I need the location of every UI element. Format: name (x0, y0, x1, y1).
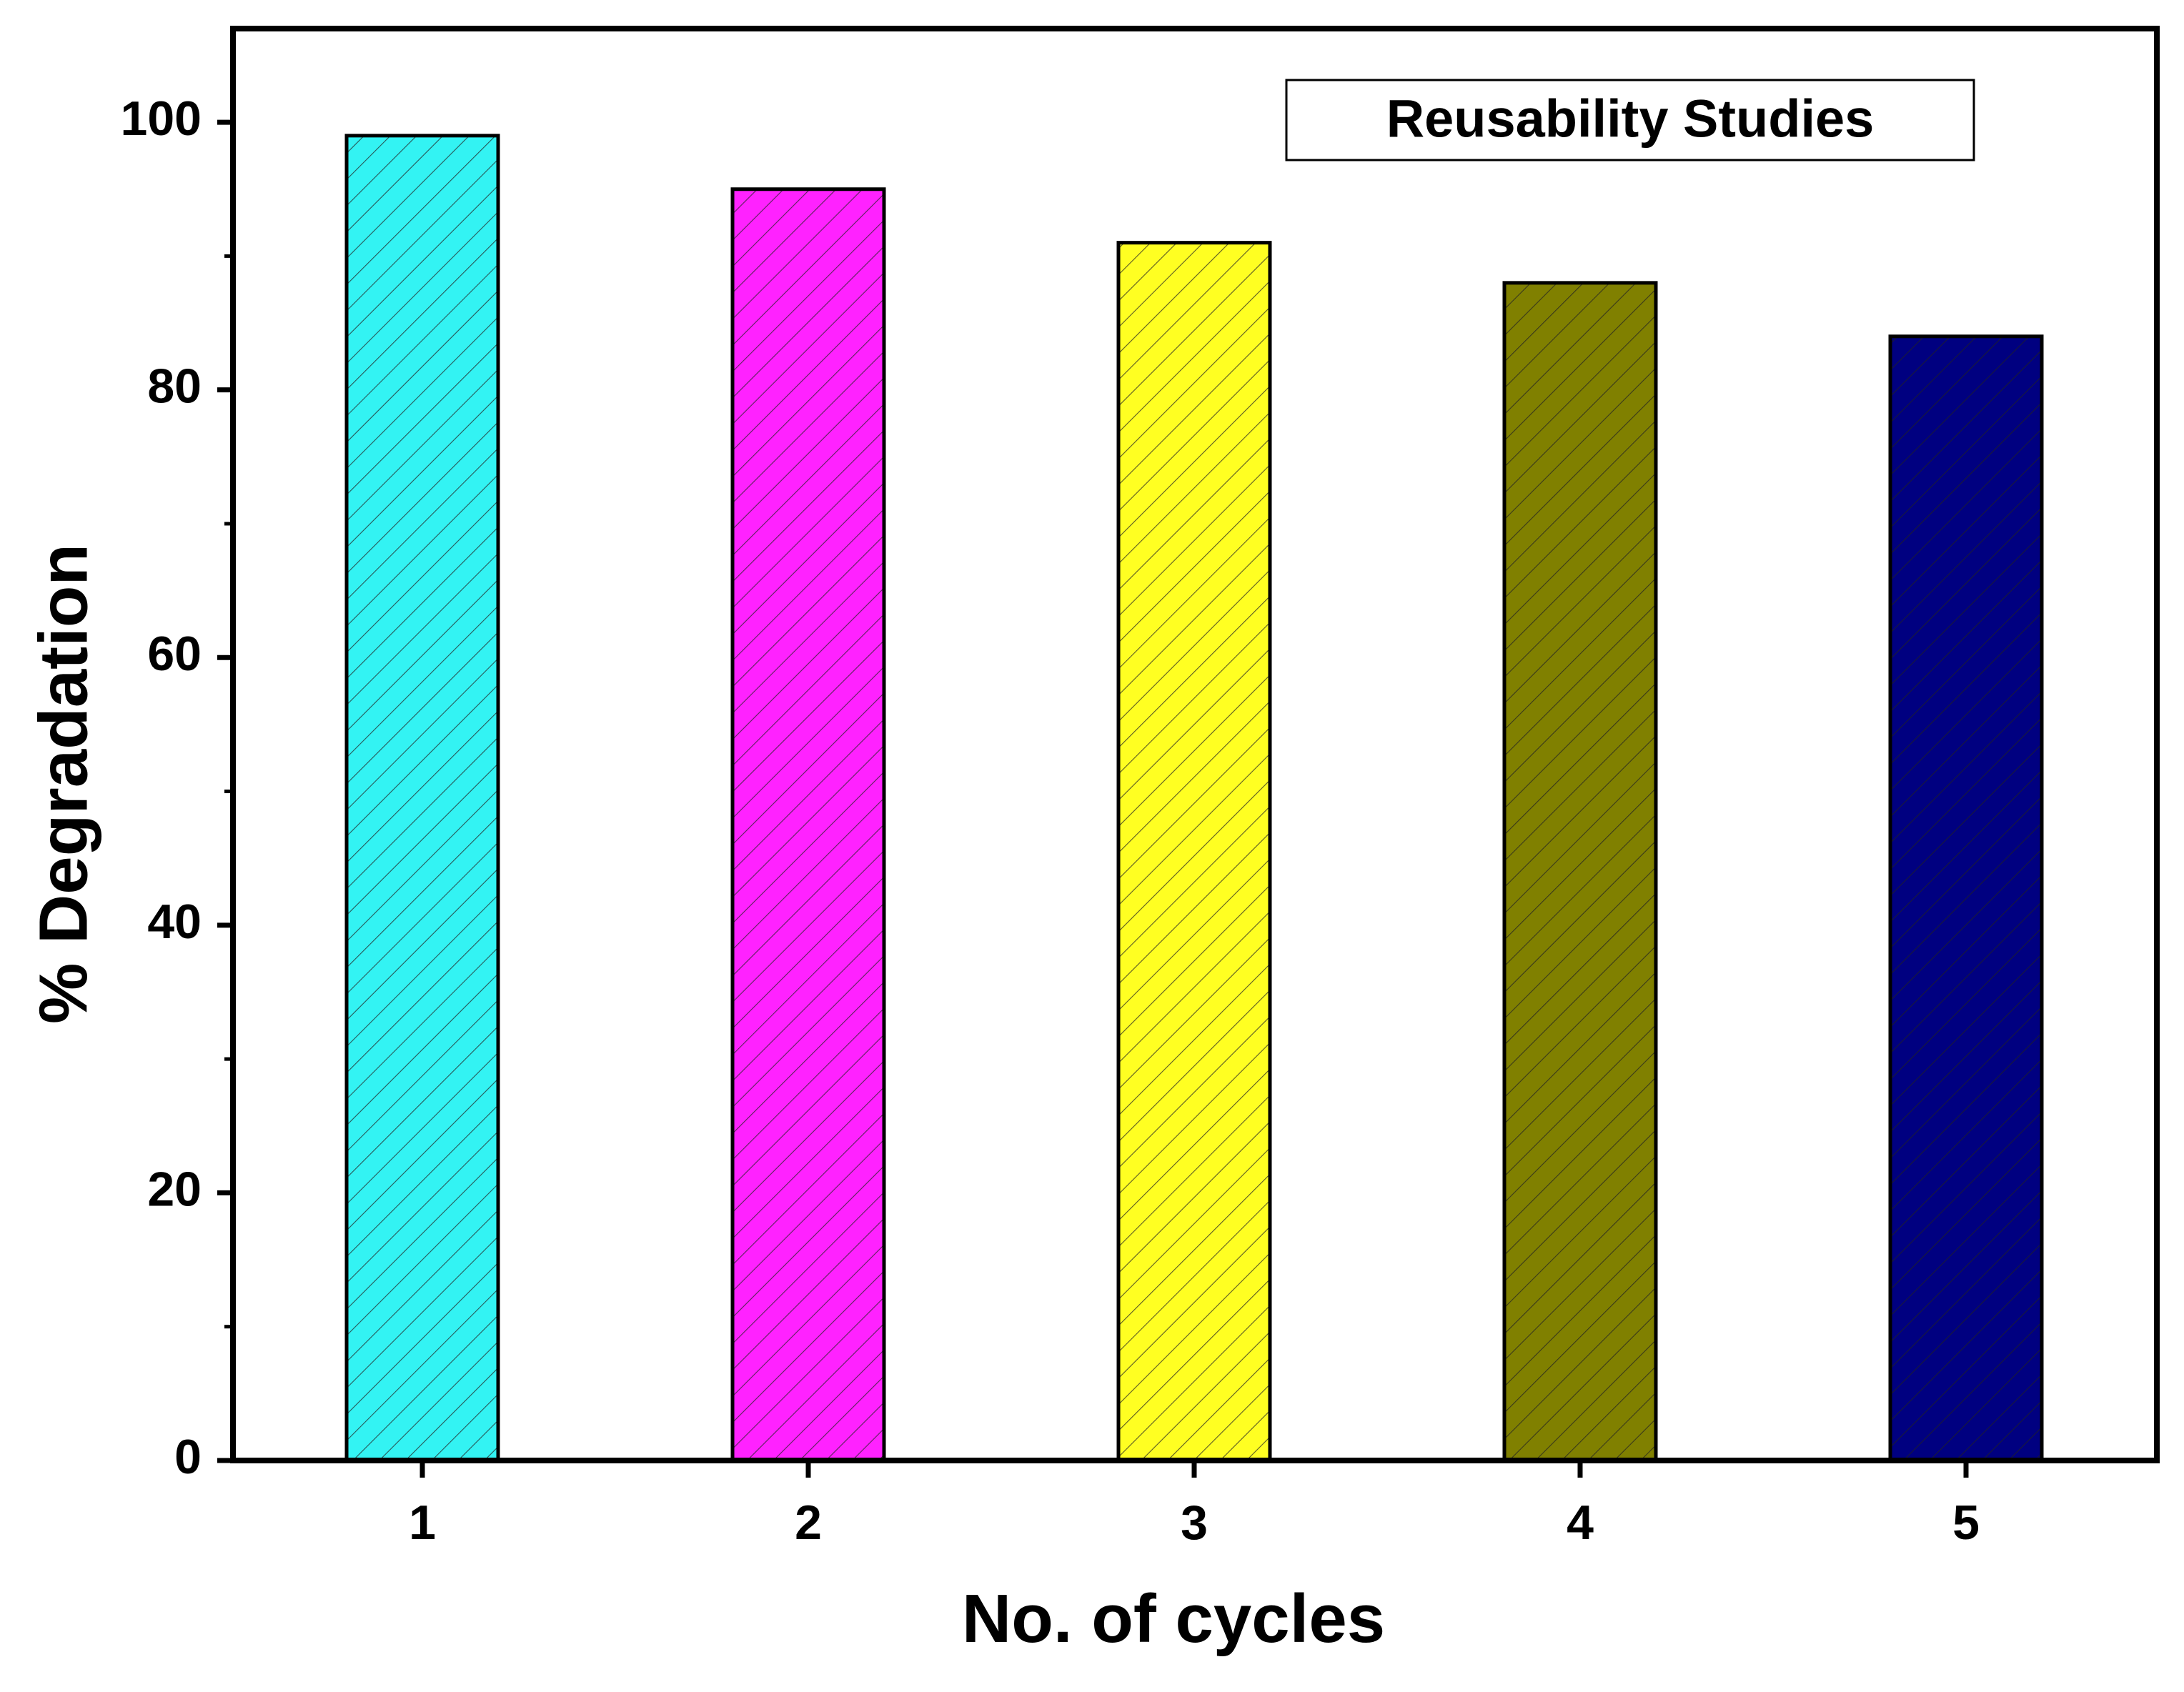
bar-cycle-1 (344, 134, 500, 1463)
y-tick-label: 60 (147, 627, 202, 681)
x-tick-label: 2 (795, 1496, 822, 1550)
legend-box (1285, 79, 1975, 161)
y-tick-label: 80 (147, 359, 202, 414)
legend-label: Reusability Studies (1386, 89, 1875, 149)
bar-cycle-4 (1502, 281, 1658, 1463)
x-tick-label: 1 (409, 1496, 436, 1550)
y-tick-label: 40 (147, 895, 202, 949)
x-tick-label: 4 (1567, 1496, 1594, 1550)
y-tick-label: 100 (121, 91, 202, 146)
bar-cycle-5 (1888, 334, 2044, 1463)
ticks-layer: 0 20 40 60 80 100 1 2 3 4 5 (121, 91, 1980, 1550)
bar-cycle-2 (730, 187, 886, 1463)
y-tick-label: 20 (147, 1162, 202, 1216)
x-tick-label: 5 (1952, 1496, 1980, 1550)
bars-layer (344, 134, 2044, 1463)
x-axis-title: No. of cycles (962, 1581, 1385, 1657)
bar-cycle-3 (1116, 241, 1272, 1463)
x-tick-label: 3 (1181, 1496, 1208, 1550)
y-axis-title: % Degradation (25, 544, 101, 1024)
y-tick-label: 0 (174, 1430, 202, 1484)
legend: Reusability Studies (1285, 79, 1975, 161)
